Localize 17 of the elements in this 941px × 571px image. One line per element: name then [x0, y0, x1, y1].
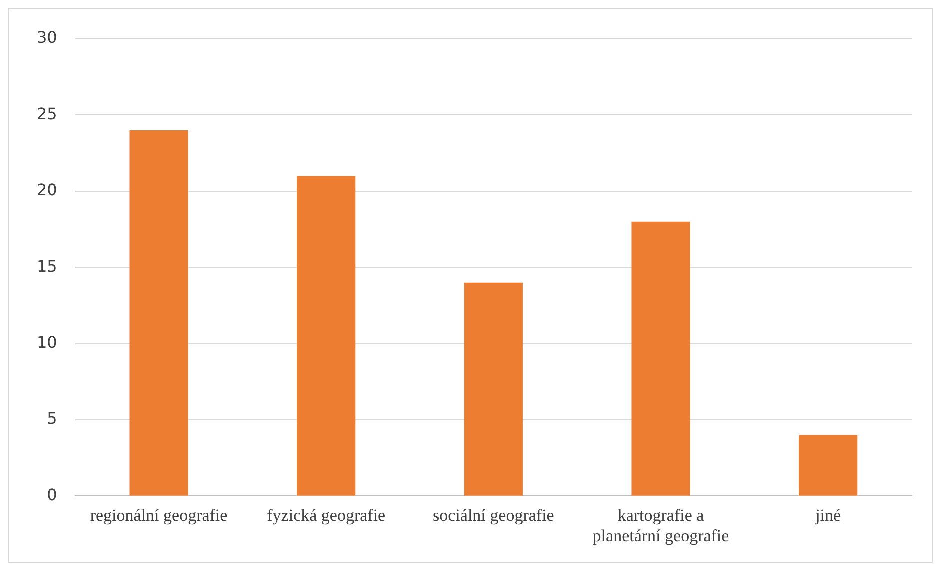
y-tick-label: 10 — [37, 332, 58, 352]
y-tick-label: 20 — [37, 180, 58, 200]
bar — [130, 130, 188, 496]
y-tick-label: 15 — [37, 256, 58, 276]
x-tick-label: jiné — [814, 506, 842, 525]
y-tick-label: 5 — [47, 409, 58, 428]
x-tick-label: regionální geografie — [90, 506, 228, 525]
x-tick-label: sociální geografie — [433, 506, 554, 525]
bar — [799, 435, 858, 496]
y-tick-label: 0 — [47, 485, 58, 504]
y-tick-label: 30 — [37, 28, 58, 48]
bar — [464, 282, 523, 496]
bar — [297, 176, 356, 496]
x-tick-label: fyzická geografie — [267, 506, 386, 525]
y-tick-label: 25 — [37, 104, 58, 124]
x-tick-label: kartografie a planetární geografie — [592, 506, 730, 546]
bar — [632, 222, 690, 496]
